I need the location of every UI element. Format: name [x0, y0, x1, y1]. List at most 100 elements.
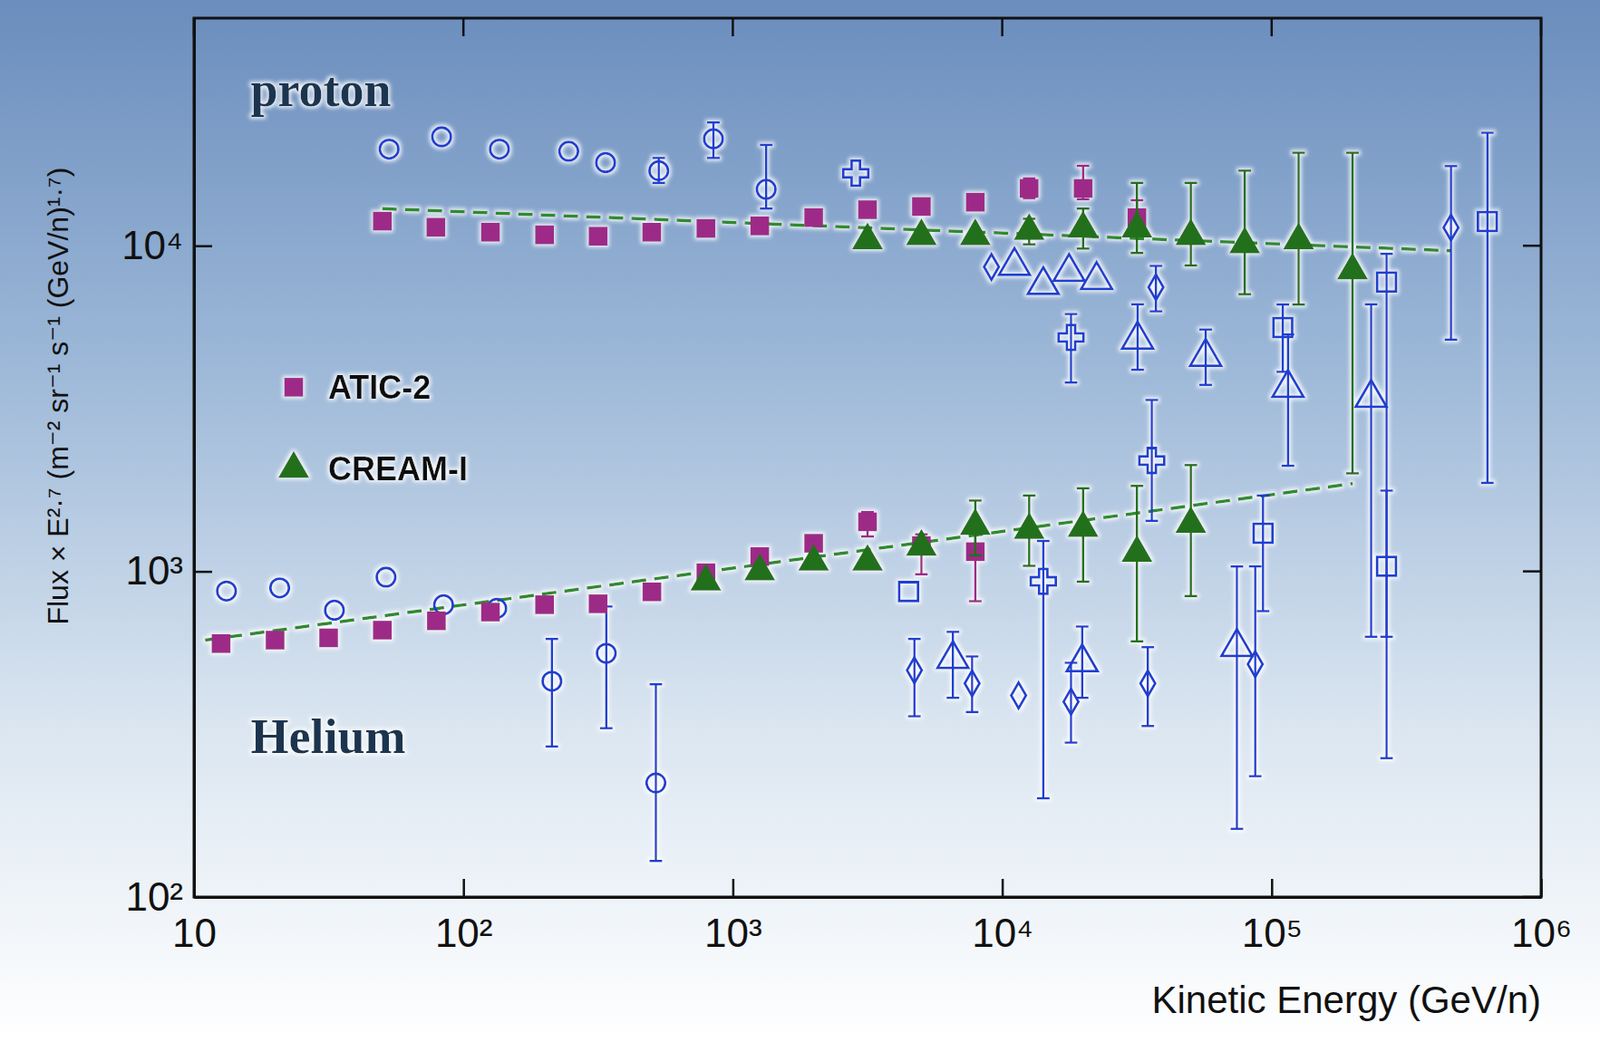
x-tick-mark-top [1540, 18, 1543, 37]
series-6 [907, 165, 1459, 776]
data-point [843, 160, 868, 185]
x-tick-mark [1540, 879, 1543, 898]
data-point [966, 193, 986, 213]
error-cap [1380, 489, 1394, 493]
error-cap [1380, 252, 1394, 256]
error-bar [1369, 304, 1373, 638]
data-point [1013, 213, 1045, 240]
error-cap [1064, 381, 1077, 385]
data-point [744, 553, 776, 581]
error-bar [970, 656, 974, 712]
data-point [534, 225, 554, 245]
data-point [1030, 569, 1056, 594]
y-axis: 10² 10³ 10⁴ [121, 19, 213, 920]
y-axis-line [193, 19, 196, 899]
data-point [756, 180, 776, 199]
data-point [534, 595, 554, 615]
chart-svg: 1010²10³10⁴10⁵10⁶10²10³10⁴Kinetic Energy… [0, 0, 1600, 1042]
error-cap [1292, 151, 1306, 155]
chart-container: 1010²10³10⁴10⁵10⁶10²10³10⁴Kinetic Energy… [0, 0, 1600, 1042]
data-point [1229, 226, 1261, 253]
error-cap [1365, 303, 1378, 307]
data-point [646, 774, 665, 793]
error-cap [1037, 540, 1050, 544]
data-point [1190, 339, 1222, 366]
data-point [1272, 369, 1304, 397]
annotation: proton [250, 62, 391, 117]
error-bar [1135, 485, 1139, 641]
error-bar [912, 639, 916, 717]
error-cap [1199, 383, 1213, 387]
legend-swatch [284, 378, 304, 398]
error-cap [1249, 775, 1262, 778]
data-point [1081, 261, 1113, 289]
series-0 [372, 165, 1146, 246]
error-cap [1130, 182, 1144, 185]
x-axis-title: Kinetic Energy (GeV/n) [1151, 979, 1542, 1022]
data-point [1053, 253, 1085, 281]
error-cap [1281, 465, 1295, 468]
data-point [642, 582, 662, 602]
data-point [750, 216, 770, 236]
error-cap [946, 630, 960, 634]
data-point [217, 581, 236, 601]
data-point [379, 139, 398, 158]
y-tick-label: 10⁴ [121, 223, 184, 268]
data-point [858, 513, 878, 533]
error-cap [1276, 370, 1290, 374]
data-point [1010, 682, 1026, 708]
data-point [490, 139, 509, 158]
error-cap [1238, 292, 1251, 296]
data-point [1148, 274, 1164, 301]
error-cap [1076, 198, 1090, 202]
error-bar [1069, 662, 1073, 743]
data-point [377, 568, 396, 587]
error-cap [1131, 368, 1145, 372]
x-tick: 10⁵ [1241, 879, 1303, 956]
data-point [960, 218, 991, 245]
error-bar [1042, 541, 1046, 799]
series-1 [852, 153, 1368, 475]
data-point [960, 508, 991, 535]
error-cap [1022, 494, 1036, 498]
error-cap [1346, 472, 1359, 476]
data-point [1477, 212, 1497, 232]
error-bar [1385, 490, 1388, 758]
data-point [1175, 218, 1207, 245]
y-tick-label: 10² [125, 874, 184, 920]
data-point [1067, 211, 1099, 238]
data-point [704, 129, 723, 148]
data-point [1073, 179, 1093, 199]
error-cap [1184, 264, 1198, 268]
x-axis-line [194, 896, 1542, 900]
error-cap [1481, 482, 1494, 485]
x-tick-mark [462, 879, 466, 898]
series-5 [843, 160, 1164, 799]
error-bar [605, 606, 609, 728]
error-cap [965, 655, 979, 659]
error-bar [1253, 566, 1257, 777]
y-tick-label: 10³ [125, 548, 184, 593]
y-tick: 10⁴ [121, 223, 213, 268]
error-cap [1256, 610, 1270, 613]
data-point [984, 253, 999, 280]
y-tick-mark [193, 896, 213, 900]
error-cap [969, 554, 982, 558]
series-7 [937, 248, 1387, 830]
data-point [852, 543, 883, 571]
y-tick: 10³ [125, 548, 213, 593]
data-point [899, 582, 919, 602]
y-axis-title: Flux × E²·⁷ (m⁻² sr⁻¹ s⁻¹ (GeV/n)¹·⁷) [41, 167, 75, 626]
x-tick-mark-top [193, 18, 196, 37]
error-cap [1064, 741, 1077, 745]
data-point [481, 602, 501, 622]
x-tick-label: 10⁶ [1511, 911, 1572, 956]
error-cap [652, 156, 666, 160]
data-point [696, 219, 716, 239]
error-bar [1281, 304, 1285, 372]
data-point [1253, 523, 1273, 544]
legend-label: ATIC-2 [328, 368, 431, 407]
data-point [1013, 512, 1045, 539]
legend-label: CREAM-I [328, 450, 468, 488]
error-cap [1076, 487, 1090, 491]
